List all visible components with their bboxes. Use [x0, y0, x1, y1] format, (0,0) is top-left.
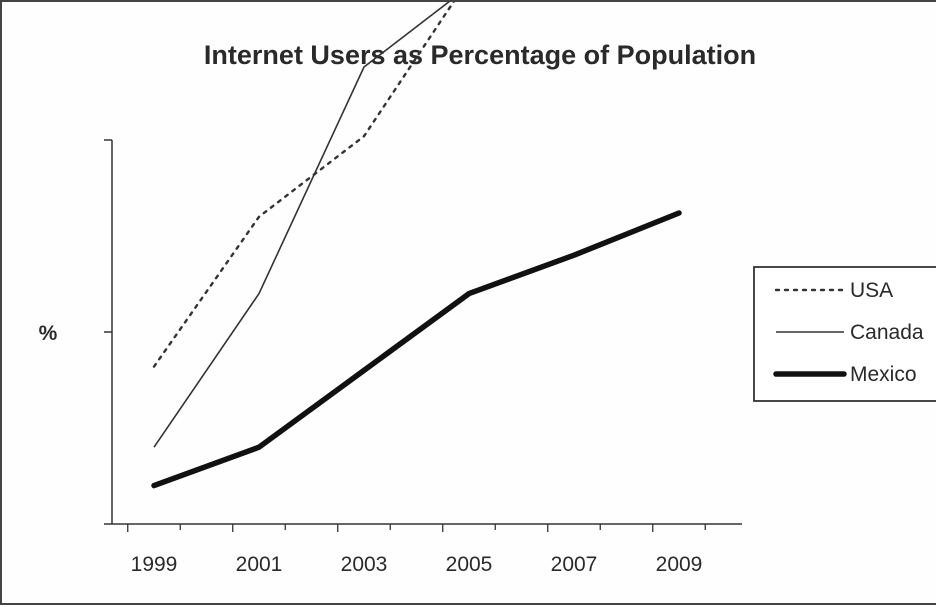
y-axis-label: %: [39, 322, 58, 345]
x-tick-label-2007: 2007: [551, 553, 598, 576]
x-tick-label-2001: 2001: [236, 553, 283, 576]
series-line-usa: [152, 2, 455, 368]
series-layer: [151, 2, 682, 489]
legend-label-canada: Canada: [850, 321, 924, 344]
series-line-mexico: [151, 210, 682, 489]
x-tick-label-1999: 1999: [131, 553, 178, 576]
legend: USA Canada Mexico: [753, 266, 936, 402]
chart-title: Internet Users as Percentage of Populati…: [204, 40, 756, 70]
x-tick-label-2005: 2005: [446, 553, 493, 576]
legend-label-mexico: Mexico: [850, 363, 917, 386]
legend-label-usa: USA: [850, 279, 893, 302]
legend-box: [753, 266, 936, 402]
x-tick-label-2009: 2009: [656, 553, 703, 576]
axes: 1999 2001 2003 2005 2007 2009: [104, 139, 742, 576]
series-line-canada: [153, 2, 450, 448]
x-tick-label-2003: 2003: [341, 553, 388, 576]
